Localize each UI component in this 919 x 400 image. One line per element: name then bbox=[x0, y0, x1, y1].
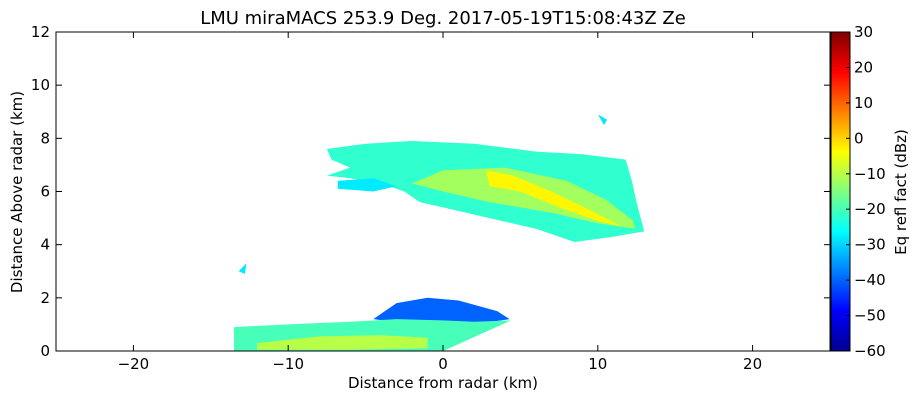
colorbar-tick-label: 30 bbox=[854, 23, 873, 41]
y-tick-label: 2 bbox=[40, 289, 50, 307]
colorbar-tick-label: −60 bbox=[854, 342, 886, 360]
y-tick-label: 8 bbox=[40, 129, 50, 147]
chart-title: LMU miraMACS 253.9 Deg. 2017-05-19T15:08… bbox=[200, 8, 686, 29]
colorbar-tick-label: −30 bbox=[854, 236, 886, 254]
colorbar-tick-label: −20 bbox=[854, 200, 886, 218]
colorbar-tick-label: 20 bbox=[854, 58, 873, 76]
colorbar-ticks: 30 20 10 0 −10 −20 −30 −40 −50 −60 bbox=[846, 23, 886, 360]
region-upper-cloud-max bbox=[486, 170, 621, 227]
y-tick-label: 12 bbox=[31, 23, 50, 41]
x-axis-label: Distance from radar (km) bbox=[348, 374, 538, 392]
y-tick-label: 10 bbox=[31, 76, 50, 94]
colorbar-tick-label: 10 bbox=[854, 94, 873, 112]
colorbar: 30 20 10 0 −10 −20 −30 −40 −50 −60 Eq refl fact (… bbox=[830, 23, 910, 360]
colorbar-label: Eq refl fact (dBz) bbox=[892, 129, 910, 255]
x-axis-ticks: −20 −10 0 10 20 bbox=[118, 32, 762, 373]
x-tick-label: 0 bbox=[438, 355, 448, 373]
plot-area: −20 −10 0 10 20 0 2 4 6 8 10 12 bbox=[31, 23, 831, 373]
x-tick-label: 20 bbox=[743, 355, 762, 373]
x-tick-label: −20 bbox=[118, 355, 150, 373]
x-tick-label: 10 bbox=[588, 355, 607, 373]
y-tick-label: 6 bbox=[40, 183, 50, 201]
y-axis-label: Distance Above radar (km) bbox=[8, 91, 26, 293]
region-isolated-patch-right bbox=[597, 114, 608, 125]
region-low-cloud-core bbox=[257, 335, 428, 350]
colorbar-tick-label: −40 bbox=[854, 271, 886, 289]
colorbar-tick-label: 0 bbox=[854, 129, 864, 147]
y-axis-ticks: 0 2 4 6 8 10 12 bbox=[31, 23, 830, 360]
reflectivity-field bbox=[234, 114, 645, 351]
y-tick-label: 4 bbox=[40, 236, 50, 254]
x-tick-label: −10 bbox=[272, 355, 304, 373]
y-tick-label: 0 bbox=[40, 342, 50, 360]
region-isolated-patch-left bbox=[238, 263, 247, 274]
region-left-streak bbox=[337, 178, 397, 192]
colorbar-tick-label: −10 bbox=[854, 165, 886, 183]
colorbar-gradient bbox=[830, 31, 851, 352]
colorbar-tick-label: −50 bbox=[854, 307, 886, 325]
